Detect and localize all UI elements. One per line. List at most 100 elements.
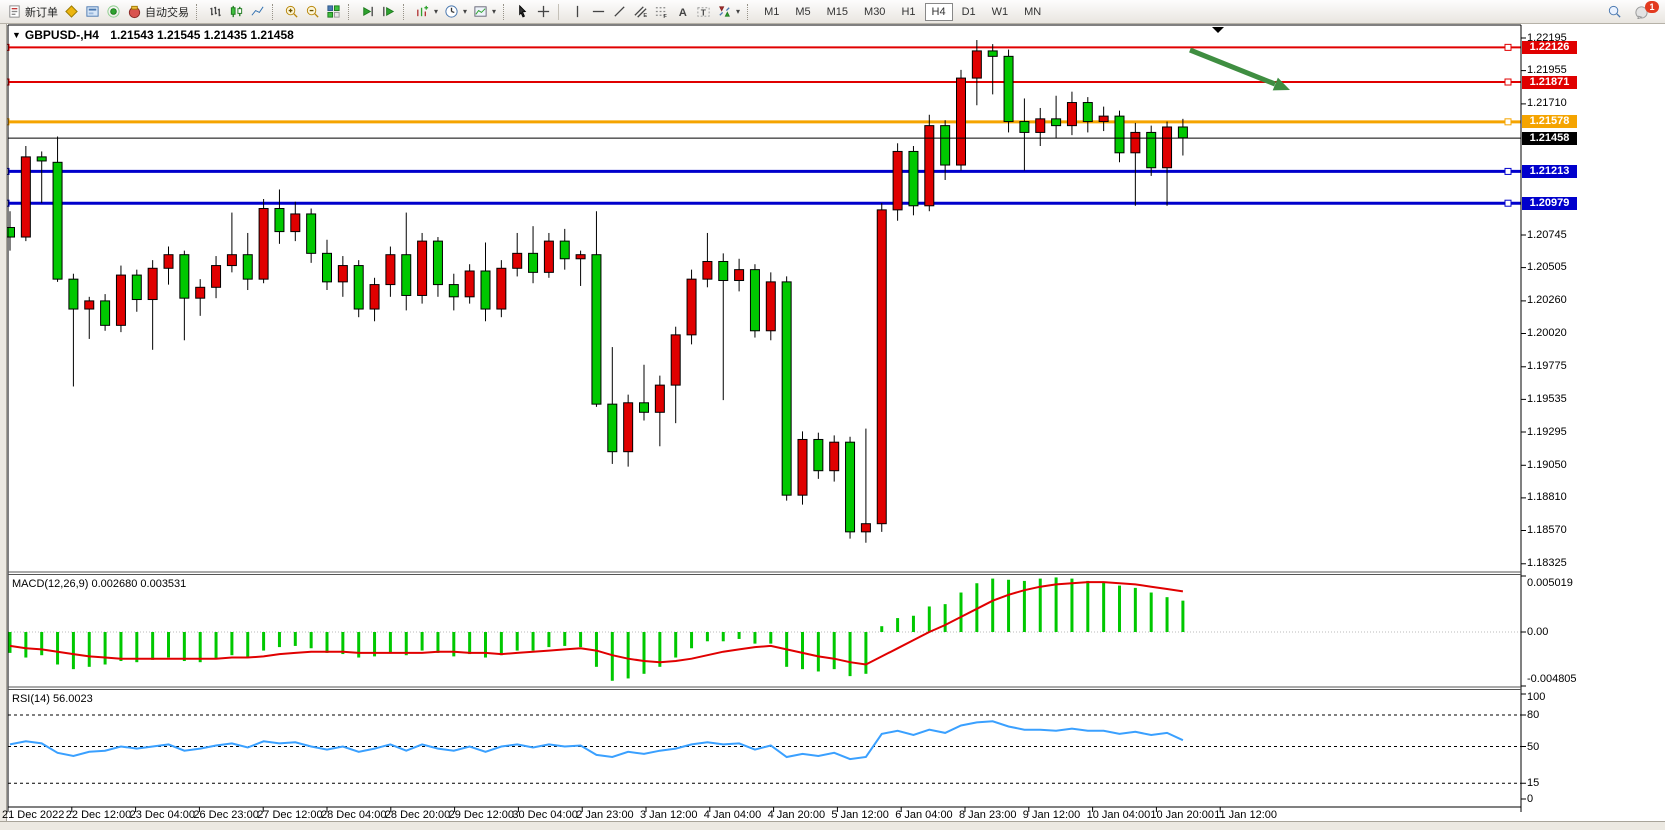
bars-icon [210, 6, 221, 17]
time-tick-label: 10 Jan 20:00 [1150, 809, 1215, 821]
channel-icon: E [634, 6, 647, 19]
templates-button[interactable]: ▾ [470, 1, 499, 22]
rsi-tick-label: 50 [1527, 740, 1540, 753]
add-indicator-button[interactable]: ▾ [412, 1, 441, 22]
line-chart-button[interactable] [247, 1, 268, 22]
time-tick-label: 3 Jan 12:00 [640, 809, 698, 821]
timeframe-D1[interactable]: D1 [961, 5, 976, 18]
auto-scroll-button[interactable] [357, 1, 378, 22]
addind-icon [417, 5, 429, 17]
chart-plot-area[interactable] [8, 25, 1521, 807]
linechart-icon [251, 6, 264, 16]
search-button[interactable] [1604, 1, 1625, 22]
svg-text:A: A [679, 7, 687, 19]
price-tag: 1.22126 [1522, 40, 1577, 54]
clock-icon [445, 5, 458, 18]
toolbar-separator [196, 3, 201, 20]
price-tag: 1.21458 [1522, 131, 1577, 145]
chart-shift-button[interactable] [378, 1, 399, 22]
toolbar-separator [558, 3, 563, 20]
chevron-down-icon: ▾ [736, 7, 741, 16]
price-tick-label: 1.20020 [1527, 327, 1567, 339]
svg-text:E: E [643, 13, 647, 19]
shiftchart-icon [383, 6, 395, 17]
cursor-button[interactable] [512, 1, 533, 22]
timeframe-M1[interactable]: M1 [764, 5, 780, 18]
timeframe-M5[interactable]: M5 [795, 5, 811, 18]
candlestick-chart-button[interactable] [226, 1, 247, 22]
price-tick-label: 1.18325 [1527, 557, 1567, 570]
zoom-out-button[interactable] [302, 1, 323, 22]
window-bottom-edge [0, 821, 1665, 830]
vline-icon [576, 5, 579, 18]
chat-button[interactable]: 1 [1631, 0, 1659, 21]
arrows-icon [719, 6, 730, 17]
signal-icon [107, 5, 120, 18]
auto-trading-button[interactable]: 自动交易 [124, 1, 192, 22]
arrows-button[interactable]: ▾ [714, 1, 743, 22]
price-tag: 1.21578 [1522, 115, 1577, 129]
time-tick-label: 6 Jan 04:00 [895, 809, 953, 821]
rsi-tick-label: 80 [1527, 709, 1540, 721]
price-tick-label: 1.20745 [1527, 228, 1567, 241]
timeframe-group: M1 M5 M15 M30 H1 H4 D1 W1 MN [756, 2, 1049, 21]
price-tick-label: 1.21710 [1527, 97, 1567, 110]
time-tick-label: 28 Dec 04:00 [321, 809, 387, 821]
autotrade-icon [128, 5, 141, 19]
time-tick-label: 26 Dec 23:00 [193, 809, 259, 821]
chevron-down-icon: ▾ [463, 7, 468, 16]
zoomout-icon [306, 5, 319, 18]
timeframe-H1[interactable]: H1 [901, 5, 916, 18]
rsi-tick-label: 15 [1527, 777, 1540, 790]
svg-text:T: T [701, 7, 707, 17]
main-toolbar: 新订单 自动交易 ▾ ▾ ▾ E F A T ▾ M1 M5 M15 M30 H1 H4 D1 W1 MN 1 [0, 0, 1665, 24]
time-tick-label: 5 Jan 12:00 [831, 809, 889, 821]
price-tag: 1.20979 [1522, 196, 1577, 210]
quotes-button[interactable] [61, 1, 82, 22]
macd-tick-label: 0.005019 [1527, 577, 1573, 589]
time-tick-label: 22 Dec 12:00 [65, 809, 132, 821]
timeframe-W1[interactable]: W1 [991, 5, 1009, 18]
equidistant-channel-button[interactable]: E [630, 1, 651, 22]
toolbar-separator [348, 3, 353, 20]
timeframe-MN[interactable]: MN [1024, 5, 1042, 18]
price-tick-label: 1.20260 [1527, 294, 1567, 307]
toolbar-separator [403, 3, 408, 20]
bar-chart-button[interactable] [205, 1, 226, 22]
new-order-button[interactable]: 新订单 [4, 1, 61, 22]
time-tick-label: 28 Dec 20:00 [384, 809, 451, 821]
time-tick-label: 4 Jan 04:00 [703, 809, 762, 821]
toolbar-separator [503, 3, 508, 20]
price-tick-label: 1.19775 [1527, 360, 1567, 373]
fibonacci-button[interactable]: F [651, 1, 672, 22]
textA-icon: A [679, 7, 687, 19]
price-tag: 1.21871 [1522, 75, 1577, 89]
chat-icon [1635, 6, 1648, 19]
price-tick-label: 1.18570 [1527, 524, 1567, 536]
vertical-line-button[interactable] [567, 1, 588, 22]
price-tick-label: 1.20505 [1527, 261, 1567, 274]
tile-windows-button[interactable] [323, 1, 344, 22]
diamond-icon [65, 5, 78, 18]
signals-button[interactable] [103, 1, 124, 22]
tiles-icon [327, 5, 340, 18]
timeframe-M15[interactable]: M15 [826, 5, 849, 18]
market-watch-button[interactable] [82, 1, 103, 22]
text-label-button[interactable]: T [693, 1, 714, 22]
horizontal-line-button[interactable] [588, 1, 609, 22]
trendline-button[interactable] [609, 1, 630, 22]
price-tick-label: 1.22195 [1527, 31, 1567, 44]
timeframe-H4[interactable]: H4 [924, 2, 953, 21]
neworder-icon [9, 5, 20, 18]
candles-icon [230, 5, 243, 18]
periods-button[interactable]: ▾ [441, 1, 470, 22]
chevron-down-icon: ▾ [492, 7, 497, 16]
toolbar-separator [272, 3, 277, 20]
macd-tick-label: -0.004805 [1527, 673, 1577, 685]
price-tag: 1.21213 [1522, 164, 1577, 178]
crosshair-button[interactable] [533, 1, 554, 22]
zoom-in-button[interactable] [281, 1, 302, 22]
price-tick-label: 1.19050 [1527, 458, 1567, 471]
timeframe-M30[interactable]: M30 [864, 5, 886, 18]
text-button[interactable]: A [672, 1, 693, 22]
